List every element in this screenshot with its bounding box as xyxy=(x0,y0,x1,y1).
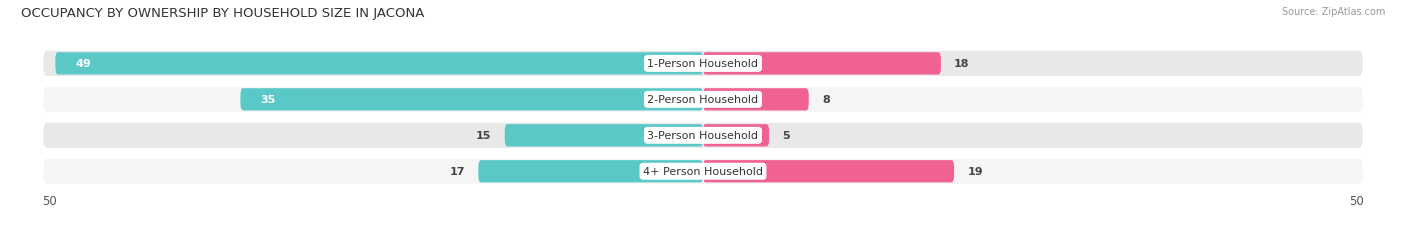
Text: 19: 19 xyxy=(967,167,983,176)
Text: 3-Person Household: 3-Person Household xyxy=(648,131,758,141)
FancyBboxPatch shape xyxy=(505,125,703,147)
Text: 8: 8 xyxy=(823,95,830,105)
FancyBboxPatch shape xyxy=(42,122,1364,149)
Text: 4+ Person Household: 4+ Person Household xyxy=(643,167,763,176)
FancyBboxPatch shape xyxy=(703,160,955,183)
FancyBboxPatch shape xyxy=(703,89,808,111)
Text: 5: 5 xyxy=(782,131,790,141)
FancyBboxPatch shape xyxy=(703,53,941,75)
Text: 18: 18 xyxy=(955,59,970,69)
Text: OCCUPANCY BY OWNERSHIP BY HOUSEHOLD SIZE IN JACONA: OCCUPANCY BY OWNERSHIP BY HOUSEHOLD SIZE… xyxy=(21,7,425,20)
Text: 50: 50 xyxy=(42,194,56,207)
Text: 1-Person Household: 1-Person Household xyxy=(648,59,758,69)
FancyBboxPatch shape xyxy=(55,53,703,75)
FancyBboxPatch shape xyxy=(703,125,769,147)
FancyBboxPatch shape xyxy=(240,89,703,111)
Text: 2-Person Household: 2-Person Household xyxy=(647,95,759,105)
FancyBboxPatch shape xyxy=(42,86,1364,113)
Text: 50: 50 xyxy=(1350,194,1364,207)
FancyBboxPatch shape xyxy=(42,158,1364,185)
Text: 35: 35 xyxy=(260,95,276,105)
Text: Source: ZipAtlas.com: Source: ZipAtlas.com xyxy=(1281,7,1385,17)
Text: 17: 17 xyxy=(450,167,465,176)
Text: 15: 15 xyxy=(477,131,492,141)
FancyBboxPatch shape xyxy=(42,51,1364,78)
FancyBboxPatch shape xyxy=(478,160,703,183)
Text: 49: 49 xyxy=(76,59,91,69)
